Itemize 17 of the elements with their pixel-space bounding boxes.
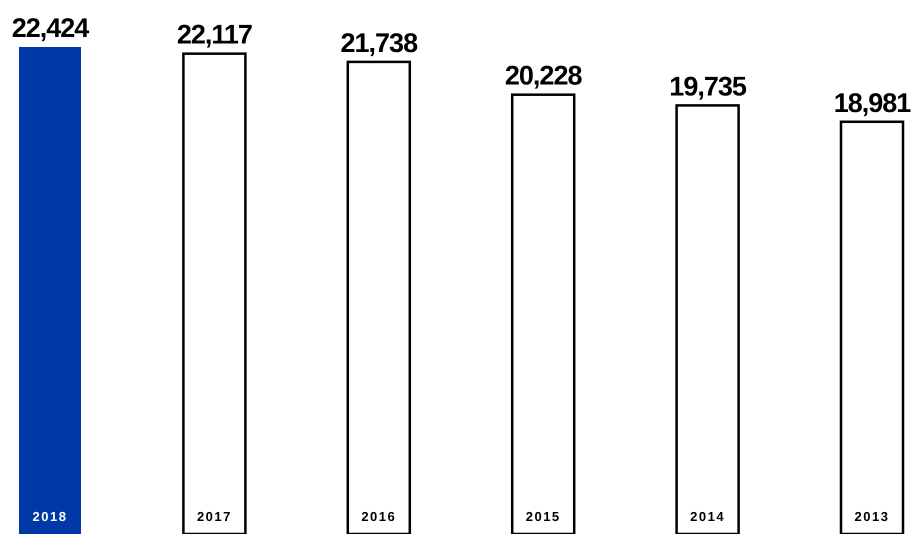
data-label: 22,117	[176, 20, 252, 50]
data-label: 21,738	[340, 28, 418, 58]
data-label: 22,424	[12, 13, 90, 43]
bar	[346, 60, 412, 534]
data-label: 18,981	[834, 88, 912, 118]
x-tick-label: 2013	[854, 509, 890, 524]
bar	[675, 104, 740, 534]
bar	[510, 93, 576, 534]
x-tick-label: 2017	[196, 509, 232, 524]
x-tick-label: 2015	[526, 509, 561, 524]
x-tick-label: 2018	[32, 509, 68, 524]
data-label: 19,735	[669, 71, 747, 102]
data-label: 20,228	[504, 60, 582, 91]
bar	[182, 52, 247, 534]
x-tick-label: 2016	[361, 509, 396, 524]
bar	[840, 120, 904, 534]
x-tick-label: 2014	[690, 509, 726, 524]
